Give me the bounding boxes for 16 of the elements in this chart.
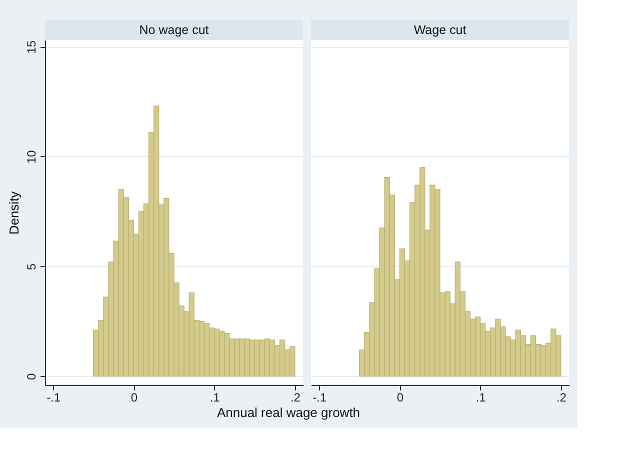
y-tick-label: 0 <box>24 373 38 380</box>
x-tick-label: .2 <box>556 390 567 404</box>
x-tick-label: .1 <box>210 390 220 404</box>
x-tick-label: -.1 <box>46 390 61 404</box>
y-axis-title: Density <box>6 190 22 235</box>
x-tick-label: .2 <box>290 390 301 404</box>
x-tick-label: 0 <box>130 390 138 404</box>
y-tick-label: 5 <box>24 263 38 270</box>
y-tick-label: 10 <box>24 150 38 164</box>
x-tick-label: -.1 <box>312 390 327 404</box>
y-tick-label: 15 <box>24 40 38 54</box>
chart-title: No wage cut <box>139 23 210 37</box>
x-tick-label: .1 <box>476 390 486 404</box>
x-tick-label: 0 <box>396 390 404 404</box>
chart-title: Wage cut <box>414 23 467 37</box>
x-axis-title: Annual real wage growth <box>216 405 360 420</box>
